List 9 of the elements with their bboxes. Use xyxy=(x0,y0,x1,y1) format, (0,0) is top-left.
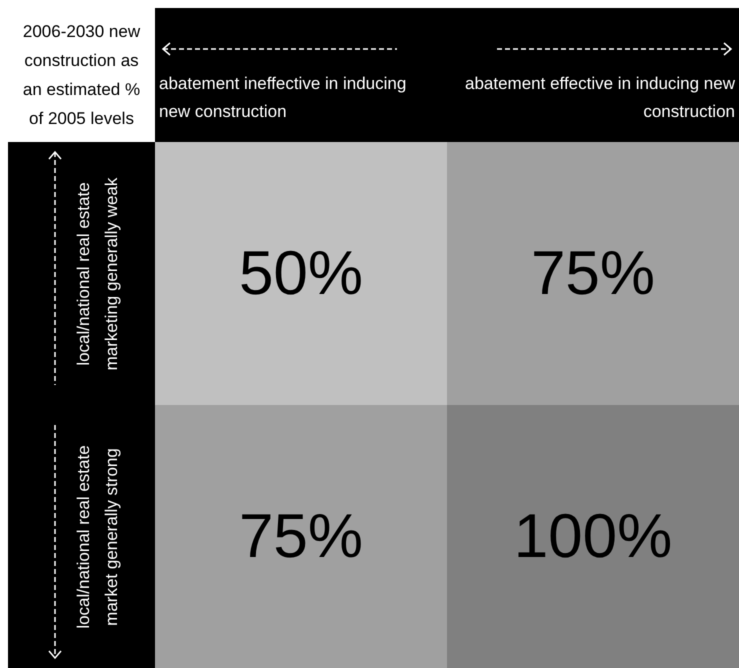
data-label: 75% xyxy=(238,502,364,571)
data-label: 50% xyxy=(238,239,364,308)
y-tick-label: local/national real estate market generally strong xyxy=(73,444,122,630)
x-tick-label: abatement effective in inducing new construction xyxy=(465,73,735,123)
data-label: 75% xyxy=(530,239,656,308)
x-tick-label: abatement ineffective in inducing new construction xyxy=(159,73,408,123)
y-tick-label: local/national real estate marketing generally weak xyxy=(73,176,122,372)
data-label: 100% xyxy=(514,502,672,571)
chart-title: 2006-2030 new construction as an estimated % of 2005 levels xyxy=(22,21,142,130)
